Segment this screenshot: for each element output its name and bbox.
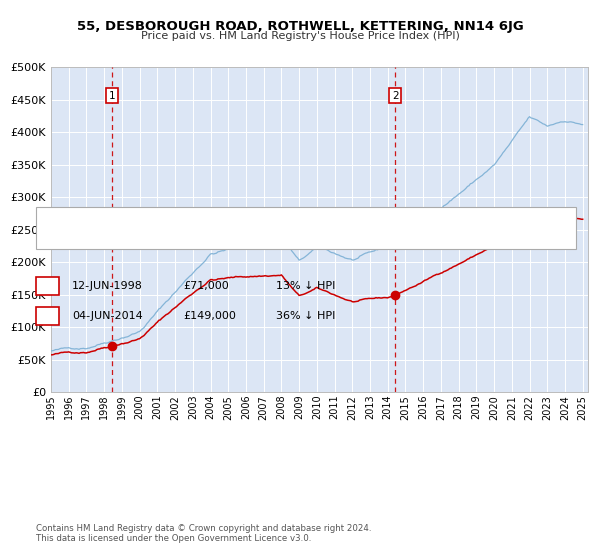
Text: Price paid vs. HM Land Registry's House Price Index (HPI): Price paid vs. HM Land Registry's House … [140,31,460,41]
Text: 04-JUN-2014: 04-JUN-2014 [72,311,143,321]
Text: 55, DESBOROUGH ROAD, ROTHWELL, KETTERING, NN14 6JG: 55, DESBOROUGH ROAD, ROTHWELL, KETTERING… [77,20,523,32]
Text: 1: 1 [44,281,51,291]
Text: £71,000: £71,000 [183,281,229,291]
Text: 2: 2 [392,91,398,101]
Text: 13% ↓ HPI: 13% ↓ HPI [276,281,335,291]
Text: HPI: Average price, detached house, North Northamptonshire: HPI: Average price, detached house, Nort… [99,234,419,244]
Text: £149,000: £149,000 [183,311,236,321]
Text: 36% ↓ HPI: 36% ↓ HPI [276,311,335,321]
Text: 55, DESBOROUGH ROAD, ROTHWELL, KETTERING, NN14 6JG (detached house): 55, DESBOROUGH ROAD, ROTHWELL, KETTERING… [99,214,508,224]
Text: 12-JUN-1998: 12-JUN-1998 [72,281,143,291]
Text: 2: 2 [44,311,51,321]
Text: 1: 1 [109,91,115,101]
Text: Contains HM Land Registry data © Crown copyright and database right 2024.
This d: Contains HM Land Registry data © Crown c… [36,524,371,543]
